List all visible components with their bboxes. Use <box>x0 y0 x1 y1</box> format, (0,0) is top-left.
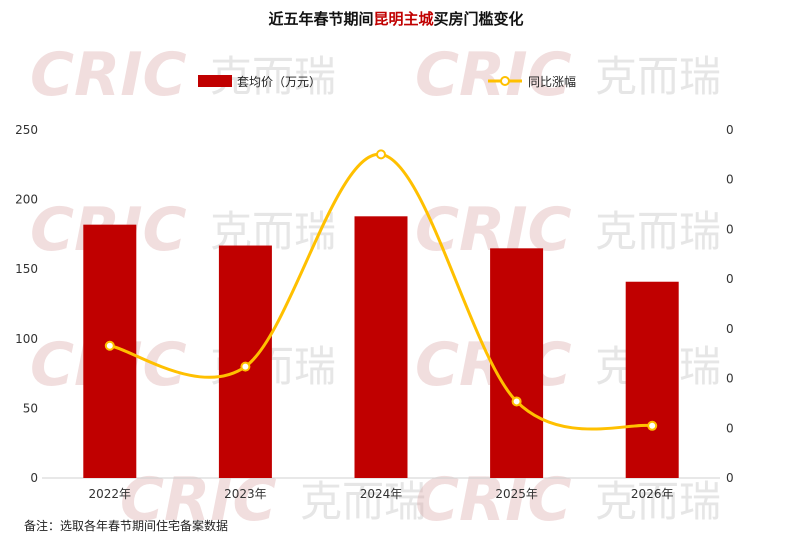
bar <box>490 248 543 478</box>
y-right-tick-label: 0 <box>726 372 734 386</box>
bar <box>355 216 408 478</box>
title-part-2: 昆明主城 <box>373 10 433 28</box>
y-left-tick-label: 0 <box>30 471 38 485</box>
line-point <box>241 363 249 371</box>
x-tick-label: 2024年 <box>360 487 403 501</box>
line-point <box>106 342 114 350</box>
y-right-tick-label: 0 <box>726 173 734 187</box>
y-right-tick-label: 0 <box>726 471 734 485</box>
x-tick-label: 2022年 <box>89 487 132 501</box>
x-tick-label: 2026年 <box>631 487 674 501</box>
y-right-tick-label: 0 <box>726 272 734 286</box>
y-left-tick-label: 100 <box>15 332 38 346</box>
y-left-tick-label: 250 <box>15 123 38 137</box>
y-right-tick-label: 0 <box>726 421 734 435</box>
watermark-latin: CRIC <box>30 40 187 110</box>
legend-swatch-bar <box>198 75 232 87</box>
watermark-chinese: 克而瑞 <box>595 477 721 526</box>
chart-title: 近五年春节期间昆明主城买房门槛变化 <box>268 10 523 28</box>
title-part-3: 买房门槛变化 <box>434 10 524 28</box>
legend-label-bar: 套均价（万元） <box>237 75 321 89</box>
y-left-tick-label: 50 <box>23 401 38 415</box>
x-tick-label: 2025年 <box>495 487 538 501</box>
line-point <box>648 422 656 430</box>
x-tick-label: 2023年 <box>224 487 267 501</box>
y-left-tick-label: 200 <box>15 193 38 207</box>
legend-swatch-marker <box>501 77 509 85</box>
legend-label-line: 同比涨幅 <box>528 74 576 89</box>
bar <box>626 282 679 478</box>
line-point <box>513 397 521 405</box>
y-right-tick-label: 0 <box>726 123 734 137</box>
y-right-tick-label: 0 <box>726 222 734 236</box>
title-part-1: 近五年春节期间 <box>268 10 373 28</box>
y-right-tick-label: 0 <box>726 322 734 336</box>
watermark-chinese: 克而瑞 <box>300 477 426 526</box>
y-left-tick-label: 150 <box>15 262 38 276</box>
watermark-chinese: 克而瑞 <box>595 207 721 256</box>
line-point <box>377 150 385 158</box>
watermark-chinese: 克而瑞 <box>595 52 721 101</box>
footnote: 备注：选取各年春节期间住宅备案数据 <box>24 518 228 533</box>
